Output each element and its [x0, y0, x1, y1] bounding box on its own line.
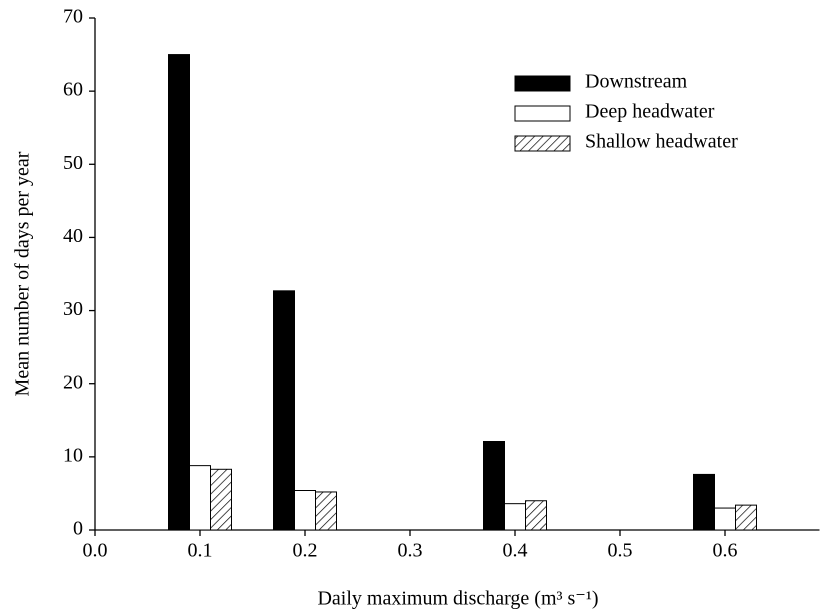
legend-swatch [514, 105, 571, 122]
bar [735, 504, 757, 531]
x-tick-label: 0.4 [503, 540, 528, 562]
x-tick-label: 0.0 [83, 540, 108, 562]
bar [714, 507, 736, 531]
x-tick-label: 0.1 [188, 540, 213, 562]
bar [315, 491, 337, 531]
x-tick-label: 0.2 [293, 540, 318, 562]
legend-label: Shallow headwater [585, 131, 738, 153]
x-tick-label: 0.6 [713, 540, 738, 562]
bar [210, 468, 232, 531]
y-tick-label: 0 [73, 518, 83, 540]
y-tick-label: 60 [63, 79, 83, 101]
x-tick-label: 0.3 [398, 540, 423, 562]
legend-swatch [514, 75, 571, 92]
y-tick-label: 10 [63, 444, 83, 466]
y-tick-label: 50 [63, 152, 83, 174]
y-tick-label: 40 [63, 225, 83, 247]
legend-label: Downstream [585, 71, 688, 93]
x-tick-label: 0.5 [608, 540, 633, 562]
y-tick-label: 30 [63, 298, 83, 320]
bar [483, 440, 505, 531]
bar [504, 503, 526, 531]
y-tick-label: 20 [63, 371, 83, 393]
legend-swatch [514, 135, 571, 152]
x-axis-label: Daily maximum discharge (m³ s⁻¹) [317, 588, 598, 610]
bar [189, 465, 211, 531]
bar [168, 54, 190, 531]
bar [525, 500, 547, 531]
y-tick-label: 70 [63, 6, 83, 28]
y-axis-label: Mean number of days per year [12, 151, 34, 396]
bar [294, 490, 316, 531]
bar [273, 290, 295, 531]
legend-label: Deep headwater [585, 101, 715, 123]
bar [693, 473, 715, 531]
